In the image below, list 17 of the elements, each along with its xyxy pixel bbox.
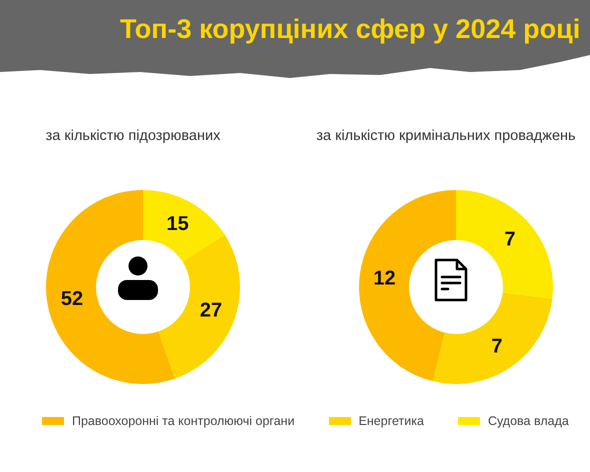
data-label: 7 — [491, 335, 502, 358]
chart-subtitle: за кількістю кримінальних проваджень — [315, 128, 577, 144]
donut-slice — [158, 234, 240, 379]
chart-title: Топ-3 корупціних сфер у 2024 році — [120, 14, 580, 45]
data-label: 7 — [504, 228, 516, 250]
data-label: 12 — [373, 267, 396, 290]
legend-label: Судова влада — [488, 414, 569, 428]
legend-label: Правоохоронні та контролюючі органи — [72, 414, 295, 428]
data-label: 15 — [166, 212, 189, 235]
donut-slice — [359, 190, 456, 382]
donut-slice — [143, 190, 225, 262]
legend-label: Енергетика — [358, 414, 424, 428]
donut-slice — [456, 190, 553, 299]
chart-subtitle: за кількістю підозрюваних — [44, 128, 222, 144]
data-label: 52 — [60, 288, 84, 310]
donut-slice — [432, 292, 552, 384]
data-label: 27 — [200, 300, 222, 322]
